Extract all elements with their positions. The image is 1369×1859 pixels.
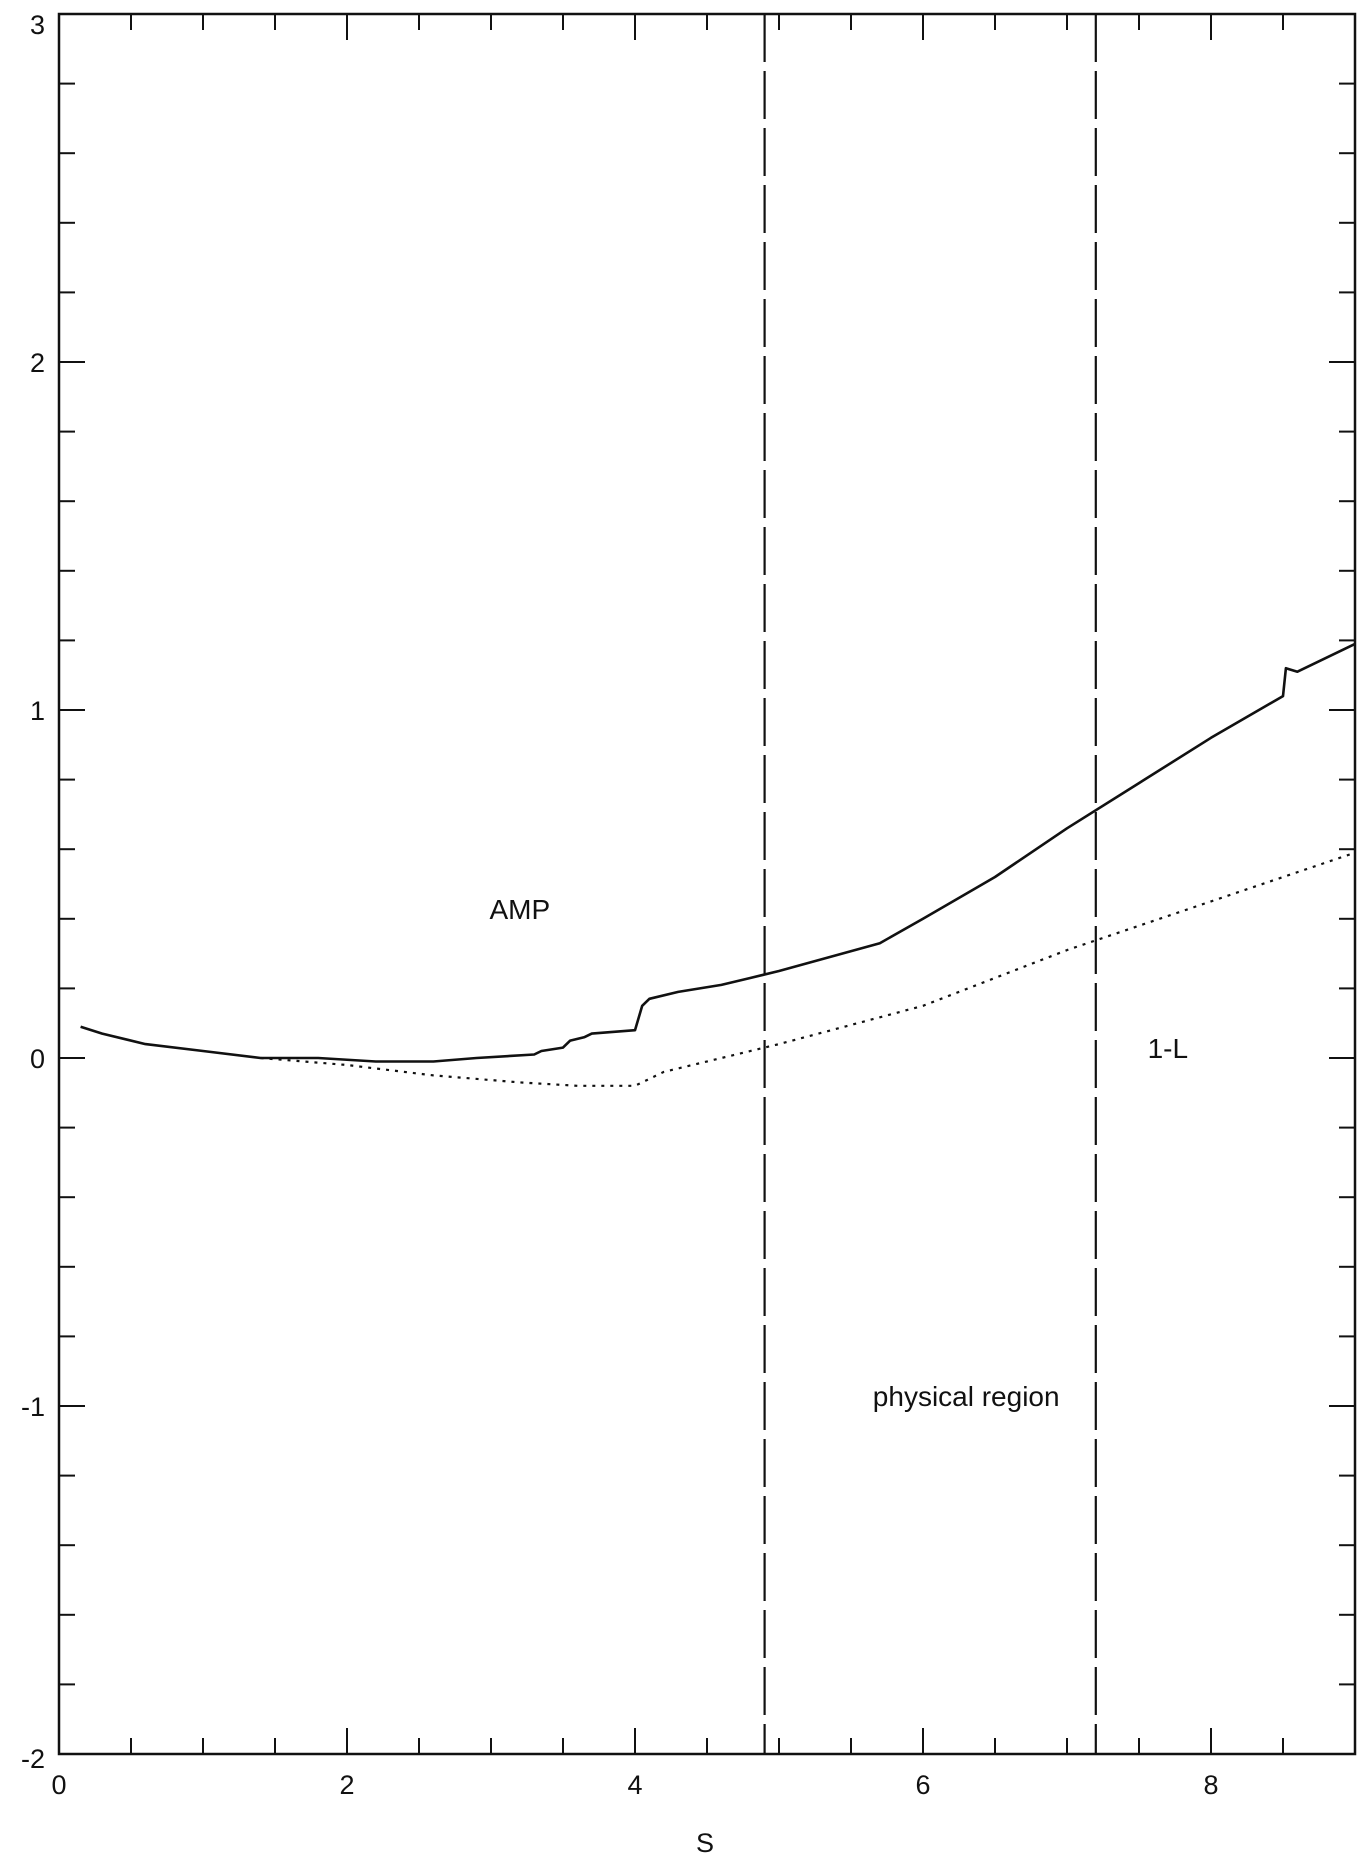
y-tick-label: -1 xyxy=(21,1392,45,1422)
x-tick-label: 2 xyxy=(339,1770,354,1800)
x-tick-label: 6 xyxy=(915,1770,930,1800)
x-tick-label: 0 xyxy=(51,1770,66,1800)
series-lines xyxy=(80,642,1356,1087)
annotation-label: physical region xyxy=(873,1381,1060,1412)
solid-series-line xyxy=(80,642,1356,1063)
vertical-markers xyxy=(763,14,1097,1754)
axis-ticks xyxy=(58,13,1356,1755)
plot-frame xyxy=(57,12,1357,1756)
tick-labels: 0 2 4 6 8 -2 -1 0 1 2 3 xyxy=(21,10,1219,1800)
annotations: AMP physical region 1-L xyxy=(489,894,1188,1412)
annotation-label: AMP xyxy=(489,894,550,925)
x-tick-label: 4 xyxy=(627,1770,642,1800)
y-tick-label: 0 xyxy=(30,1044,45,1074)
annotation-label: 1-L xyxy=(1148,1033,1188,1064)
y-tick-label: -2 xyxy=(21,1744,45,1774)
x-tick-label: 8 xyxy=(1203,1770,1218,1800)
y-tick-label: 1 xyxy=(30,696,45,726)
x-axis-title: S xyxy=(696,1828,714,1858)
dotted-series-line xyxy=(260,851,1356,1087)
y-tick-label: 3 xyxy=(30,10,45,40)
y-tick-label: 2 xyxy=(30,348,45,378)
